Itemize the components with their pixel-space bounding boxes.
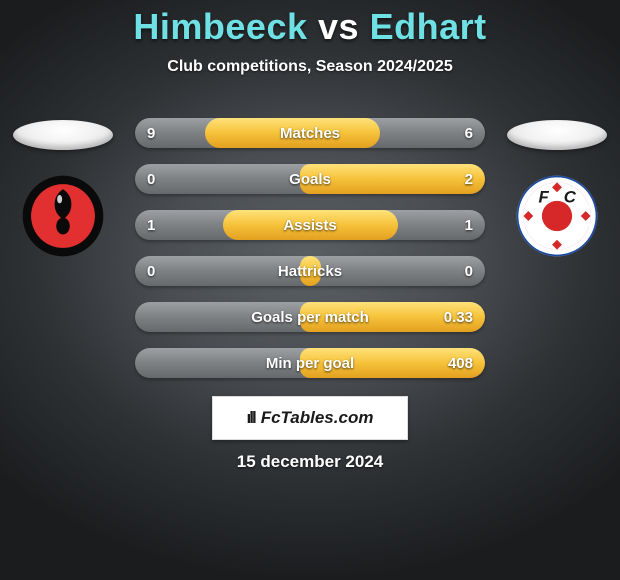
bar-fill-left	[223, 210, 311, 240]
content-wrapper: Himbeeck vs Edhart Club competitions, Se…	[0, 0, 620, 580]
bar-fill-right	[310, 210, 398, 240]
bar-fill-left	[300, 348, 311, 378]
stat-bars-container: Matches96 Goals02 Assists11 Hattricks00 Goal…	[135, 118, 485, 394]
left-player-avatar-placeholder	[13, 120, 113, 150]
stat-bar-row: Goals per match0.33	[135, 302, 485, 332]
left-player-column	[8, 120, 118, 258]
stat-bar-row: Hattricks00	[135, 256, 485, 286]
fc-utrecht-logo: F C	[515, 174, 599, 258]
player1-name: Himbeeck	[133, 6, 307, 47]
bar-track-left	[135, 256, 310, 286]
right-player-column: F C	[502, 120, 612, 258]
subtitle: Club competitions, Season 2024/2025	[0, 58, 620, 76]
comparison-date: 15 december 2024	[0, 452, 620, 472]
bar-fill-left	[205, 118, 310, 148]
bar-fill-left	[300, 256, 311, 286]
helmond-sport-logo	[21, 174, 105, 258]
bar-track-left	[135, 348, 310, 378]
bar-fill-right	[310, 118, 380, 148]
bar-fill-right	[310, 348, 485, 378]
bar-fill-left	[300, 164, 311, 194]
bar-track-left	[135, 164, 310, 194]
vs-separator: vs	[318, 6, 359, 47]
fctables-badge[interactable]: ıll FcTables.com	[212, 396, 408, 440]
stat-bar-row: Assists11	[135, 210, 485, 240]
stat-bar-row: Goals02	[135, 164, 485, 194]
bar-track-left	[135, 302, 310, 332]
bar-track-right	[310, 256, 485, 286]
stat-bar-row: Matches96	[135, 118, 485, 148]
stat-bar-row: Min per goal408	[135, 348, 485, 378]
comparison-title: Himbeeck vs Edhart	[0, 0, 620, 48]
bar-fill-right	[310, 302, 485, 332]
right-player-avatar-placeholder	[507, 120, 607, 150]
bar-fill-right	[310, 164, 485, 194]
badge-text: FcTables.com	[261, 408, 374, 428]
svg-text:C: C	[564, 188, 577, 207]
bars-icon: ıll	[247, 408, 255, 428]
bar-fill-left	[300, 302, 311, 332]
player2-name: Edhart	[370, 6, 487, 47]
svg-text:F: F	[539, 188, 550, 207]
